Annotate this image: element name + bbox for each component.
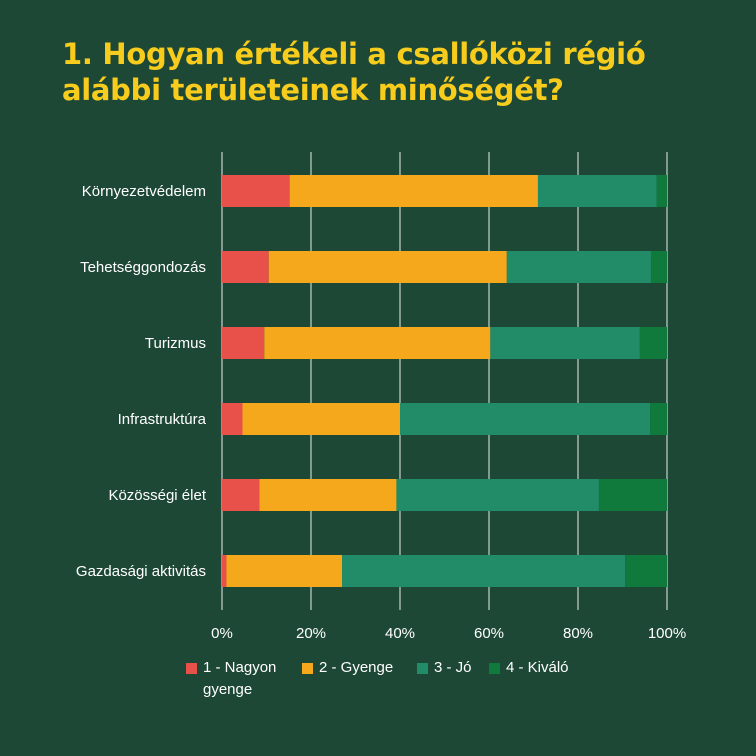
legend-swatch-1 [186, 663, 197, 674]
x-tick-label: 20% [296, 625, 326, 642]
bar-segment [222, 251, 269, 283]
category-label: Turizmus [145, 335, 206, 352]
bar-segment [656, 175, 667, 207]
bar-segment [342, 555, 626, 587]
bar-segment [625, 555, 667, 587]
bar-segment [268, 251, 507, 283]
bar-segment [396, 479, 599, 511]
bar-segment [506, 251, 651, 283]
category-label: Közösségi élet [108, 487, 206, 504]
bar-segment [400, 403, 651, 435]
bar-segment [222, 555, 227, 587]
legend-label-1: 1 - Nagyon [203, 659, 277, 676]
category-label: Infrastruktúra [118, 411, 207, 428]
x-tick-label: 0% [211, 625, 233, 642]
bar-segment [222, 327, 265, 359]
bar-segment [222, 403, 243, 435]
x-tick-label: 80% [563, 625, 593, 642]
x-tick-label: 100% [648, 625, 686, 642]
bar-segment [259, 479, 397, 511]
bar-segment [490, 327, 640, 359]
legend-label-1-line2: gyenge [203, 681, 253, 698]
bar-segment [650, 403, 667, 435]
bar-segment [289, 175, 538, 207]
legend-swatch-2 [302, 663, 313, 674]
chart-title: 1. Hogyan értékeli a csallóközi régió al… [62, 36, 702, 108]
legend-swatch-3 [417, 663, 428, 674]
category-label: Gazdasági aktivitás [76, 563, 206, 580]
bar-segment [650, 251, 667, 283]
title-line-2: alábbi területeinek minőségét? [62, 73, 564, 107]
legend-label-3: 3 - Jó [434, 659, 472, 676]
bar-segment [222, 175, 290, 207]
category-label: Környezetvédelem [82, 183, 206, 200]
title-line-1: 1. Hogyan értékeli a csallóközi régió [62, 37, 646, 71]
bar-segment [598, 479, 667, 511]
bar-segment [242, 403, 400, 435]
category-label: Tehetséggondozás [80, 259, 206, 276]
legend-swatch-4 [489, 663, 500, 674]
bar-segment [639, 327, 667, 359]
bar-segment [537, 175, 657, 207]
legend-label-2: 2 - Gyenge [319, 659, 394, 676]
x-tick-label: 40% [385, 625, 415, 642]
legend-label-4: 4 - Kiváló [506, 659, 569, 676]
bar-segment [222, 479, 260, 511]
x-tick-label: 60% [474, 625, 504, 642]
bar-segment [264, 327, 491, 359]
bar-segment [226, 555, 343, 587]
